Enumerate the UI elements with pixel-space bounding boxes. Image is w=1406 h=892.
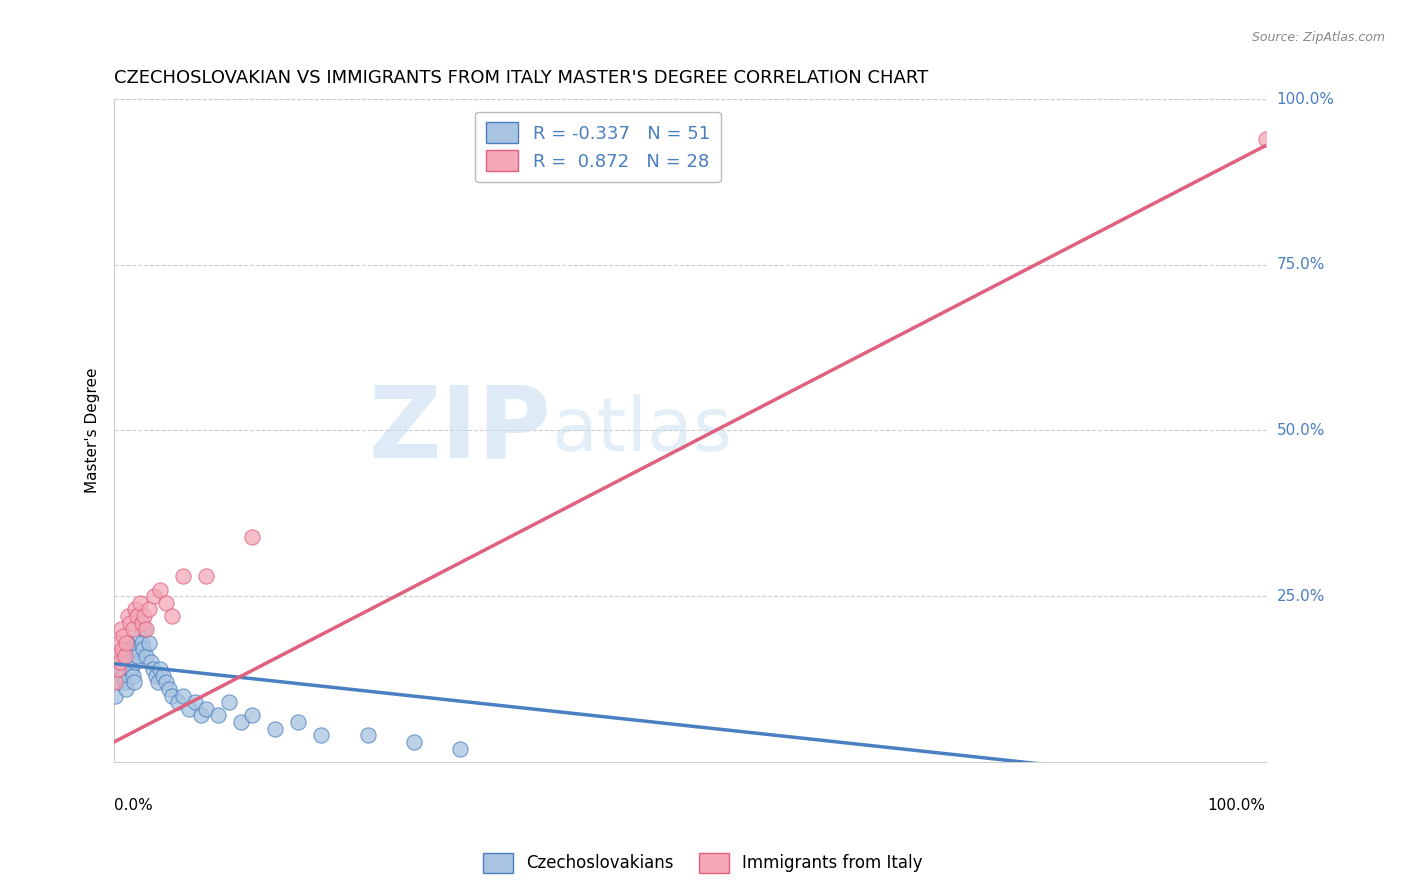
Point [104,675,127,690]
Point [107,635,129,649]
Point [114,635,136,649]
Point [135,622,157,636]
Point [134,609,156,624]
Point [132,642,155,657]
Point [115,635,138,649]
Point [120,662,142,676]
Point [287,714,309,729]
Point [127,648,149,663]
Point [111,648,134,663]
Point [152,668,174,682]
Point [166,695,188,709]
Point [110,622,132,636]
Point [195,569,218,583]
Point [128,596,150,610]
Point [122,675,145,690]
Point [134,622,156,636]
Point [135,648,157,663]
Point [195,702,218,716]
Point [118,656,141,670]
Point [184,695,207,709]
Point [114,648,136,663]
Point [112,629,135,643]
Text: 75.0%: 75.0% [1277,257,1324,272]
Point [264,722,287,736]
Point [107,668,129,682]
Point [240,708,263,723]
Point [146,675,169,690]
Point [104,689,127,703]
Point [160,609,183,624]
Point [124,656,146,670]
Point [172,689,194,703]
Text: ZIP: ZIP [368,382,551,479]
Point [121,668,143,682]
Point [131,635,153,649]
Point [402,735,425,749]
Point [143,589,166,603]
Point [160,689,183,703]
Point [105,662,128,676]
Point [218,695,240,709]
Point [177,702,200,716]
Point [149,582,172,597]
Point [155,596,177,610]
Point [108,656,131,670]
Point [107,662,129,676]
Text: 100.0%: 100.0% [1277,92,1334,107]
Point [240,529,263,543]
Point [128,629,150,643]
Point [172,569,194,583]
Point [449,741,471,756]
Point [145,668,167,682]
Point [142,662,165,676]
Point [127,609,149,624]
Point [149,662,172,676]
Point [114,675,136,690]
Point [117,609,139,624]
Text: 50.0%: 50.0% [1277,423,1324,438]
Point [139,656,162,670]
Point [111,642,134,657]
Point [112,668,135,682]
Text: Source: ZipAtlas.com: Source: ZipAtlas.com [1251,31,1385,45]
Point [138,635,160,649]
Point [120,615,142,630]
Point [356,728,378,742]
Point [229,714,252,729]
Text: 100.0%: 100.0% [1208,798,1265,814]
Text: atlas: atlas [551,394,733,467]
Point [110,662,132,676]
Y-axis label: Master's Degree: Master's Degree [86,368,100,493]
Legend: R = -0.337   N = 51, R =  0.872   N = 28: R = -0.337 N = 51, R = 0.872 N = 28 [475,112,721,182]
Point [207,708,229,723]
Point [107,675,129,690]
Point [1254,132,1277,146]
Point [121,622,143,636]
Point [125,642,148,657]
Text: 0.0%: 0.0% [114,798,153,814]
Legend: Czechoslovakians, Immigrants from Italy: Czechoslovakians, Immigrants from Italy [477,847,929,880]
Point [159,681,181,696]
Point [117,642,139,657]
Point [131,615,153,630]
Text: 25.0%: 25.0% [1277,589,1324,604]
Point [190,708,212,723]
Point [311,728,333,742]
Point [124,602,146,616]
Point [120,648,142,663]
Point [114,681,136,696]
Text: CZECHOSLOVAKIAN VS IMMIGRANTS FROM ITALY MASTER'S DEGREE CORRELATION CHART: CZECHOSLOVAKIAN VS IMMIGRANTS FROM ITALY… [114,69,928,87]
Point [108,656,131,670]
Point [155,675,177,690]
Point [105,648,128,663]
Point [138,602,160,616]
